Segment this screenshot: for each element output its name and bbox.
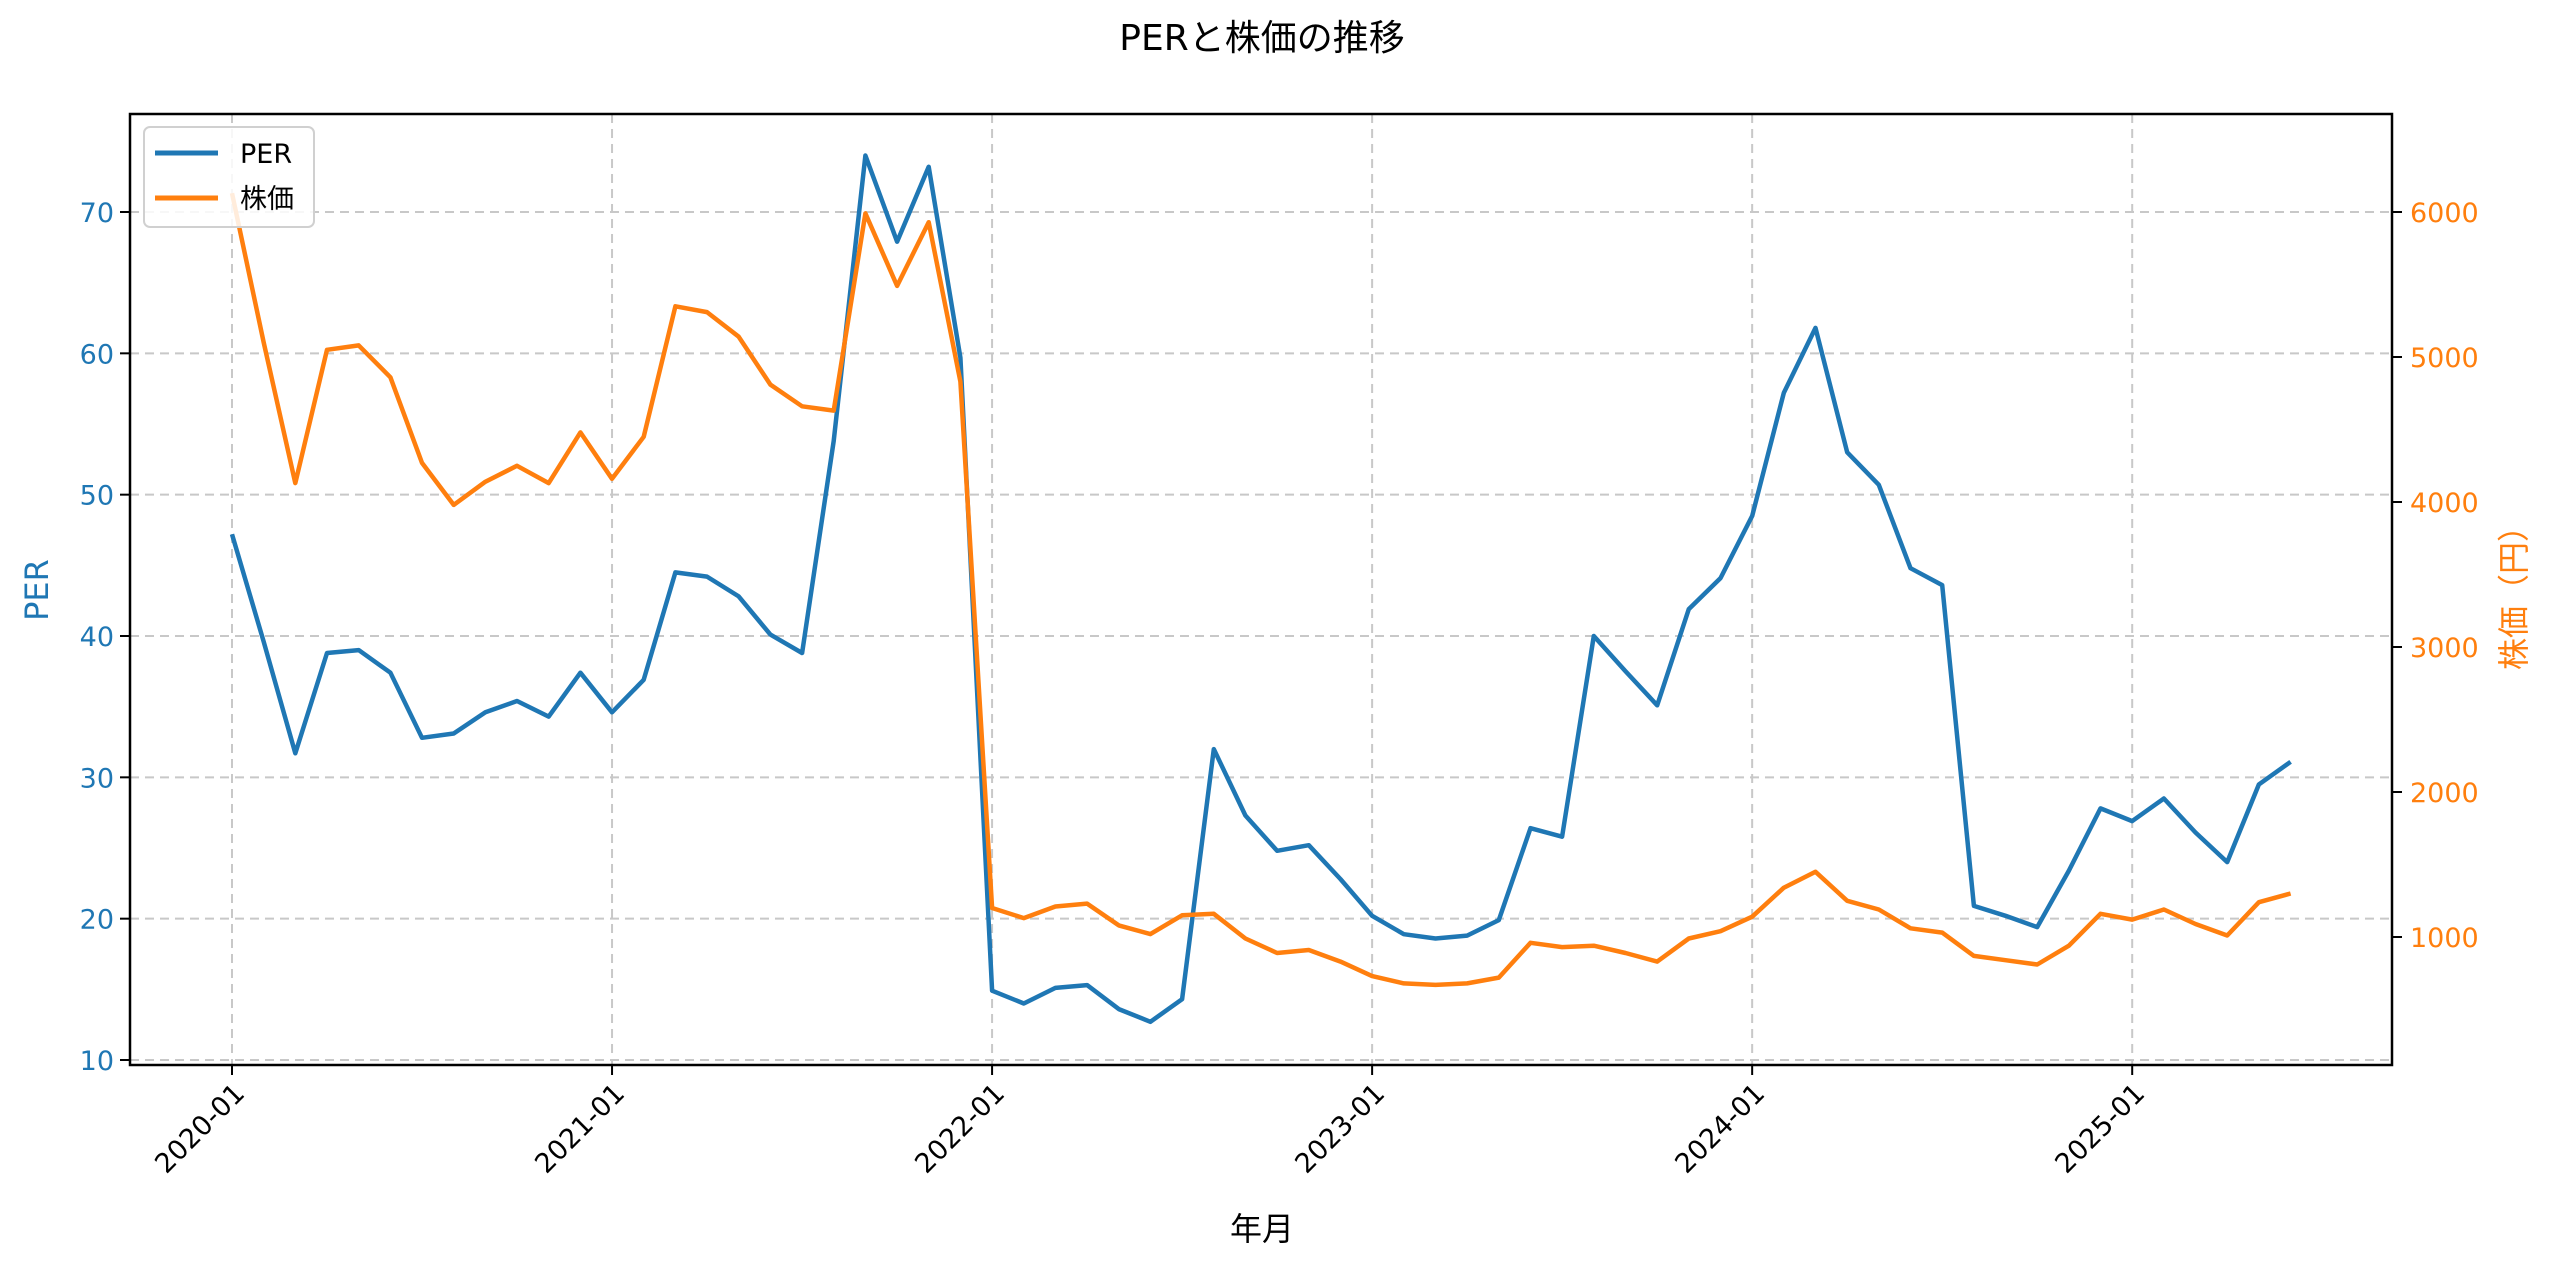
right-y-axis-label: 株価（円） — [2495, 510, 2533, 670]
plot-frame — [128, 112, 2394, 1067]
x-tick-label: 2025-01 — [2049, 1078, 2151, 1180]
left-y-axis: 10 20 30 40 50 60 70 — [80, 198, 130, 1077]
legend: PER 株価 — [143, 126, 315, 228]
left-tick-label: 10 — [80, 1046, 114, 1077]
x-tick-label: 2020-01 — [149, 1078, 251, 1180]
legend-price-label: 株価 — [240, 184, 294, 215]
left-tick-label: 50 — [80, 481, 114, 512]
left-tick-label: 40 — [80, 622, 114, 653]
right-tick-label: 4000 — [2410, 488, 2479, 519]
right-y-axis: 1000 2000 3000 4000 5000 6000 — [2392, 198, 2479, 954]
right-tick-label: 1000 — [2410, 923, 2479, 954]
per-line — [229, 153, 2292, 1025]
x-tick-label: 2023-01 — [1289, 1078, 1391, 1180]
x-tick-label: 2022-01 — [909, 1078, 1011, 1180]
right-tick-label: 3000 — [2410, 633, 2479, 664]
chart-title: PERと株価の推移 — [1119, 18, 1404, 59]
right-tick-label: 2000 — [2410, 778, 2479, 809]
left-y-axis-label: PER — [18, 559, 56, 621]
right-tick-label: 5000 — [2410, 343, 2479, 374]
data-series — [229, 153, 2292, 1025]
left-tick-label: 20 — [80, 905, 114, 936]
right-tick-label: 6000 — [2410, 198, 2479, 229]
x-tick-label: 2021-01 — [529, 1078, 631, 1180]
grid-lines — [130, 114, 2392, 1065]
left-tick-label: 70 — [80, 198, 114, 229]
x-tick-label: 2024-01 — [1669, 1078, 1771, 1180]
price-line — [229, 192, 2292, 988]
left-tick-label: 30 — [80, 763, 114, 794]
x-axis-label: 年月 — [1230, 1210, 1294, 1248]
legend-per-label: PER — [240, 139, 292, 170]
left-tick-label: 60 — [80, 339, 114, 370]
x-axis: 2020-01 2021-01 2022-01 2023-01 2024-01 2025-… — [149, 1065, 2151, 1180]
